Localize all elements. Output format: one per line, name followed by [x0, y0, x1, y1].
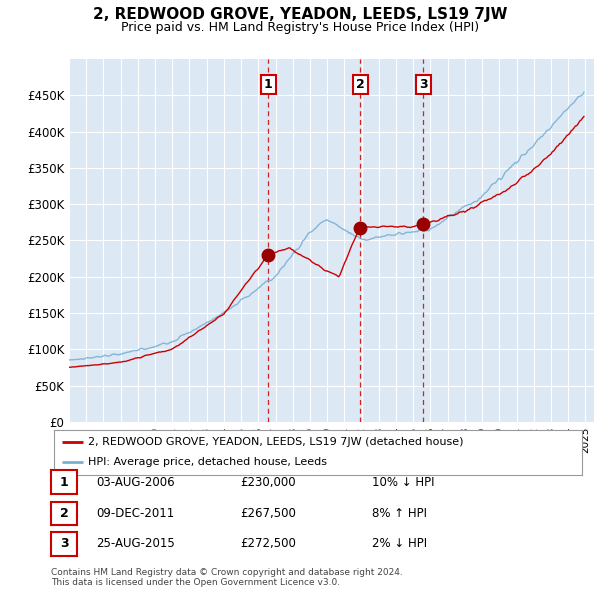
Text: 10% ↓ HPI: 10% ↓ HPI	[372, 476, 434, 489]
Text: HPI: Average price, detached house, Leeds: HPI: Average price, detached house, Leed…	[88, 457, 328, 467]
Text: £272,500: £272,500	[240, 537, 296, 550]
Text: 2: 2	[356, 78, 365, 91]
Text: 2: 2	[60, 507, 68, 520]
Text: Contains HM Land Registry data © Crown copyright and database right 2024.
This d: Contains HM Land Registry data © Crown c…	[51, 568, 403, 587]
Text: 25-AUG-2015: 25-AUG-2015	[96, 537, 175, 550]
Text: £267,500: £267,500	[240, 507, 296, 520]
Text: 2% ↓ HPI: 2% ↓ HPI	[372, 537, 427, 550]
Text: 03-AUG-2006: 03-AUG-2006	[96, 476, 175, 489]
Text: 1: 1	[60, 476, 68, 489]
Text: £230,000: £230,000	[240, 476, 296, 489]
Text: 2, REDWOOD GROVE, YEADON, LEEDS, LS19 7JW (detached house): 2, REDWOOD GROVE, YEADON, LEEDS, LS19 7J…	[88, 437, 464, 447]
Text: Price paid vs. HM Land Registry's House Price Index (HPI): Price paid vs. HM Land Registry's House …	[121, 21, 479, 34]
Text: 3: 3	[60, 537, 68, 550]
Text: 8% ↑ HPI: 8% ↑ HPI	[372, 507, 427, 520]
Text: 3: 3	[419, 78, 428, 91]
Text: 1: 1	[264, 78, 273, 91]
Text: 09-DEC-2011: 09-DEC-2011	[96, 507, 174, 520]
Text: 2, REDWOOD GROVE, YEADON, LEEDS, LS19 7JW: 2, REDWOOD GROVE, YEADON, LEEDS, LS19 7J…	[93, 7, 507, 22]
